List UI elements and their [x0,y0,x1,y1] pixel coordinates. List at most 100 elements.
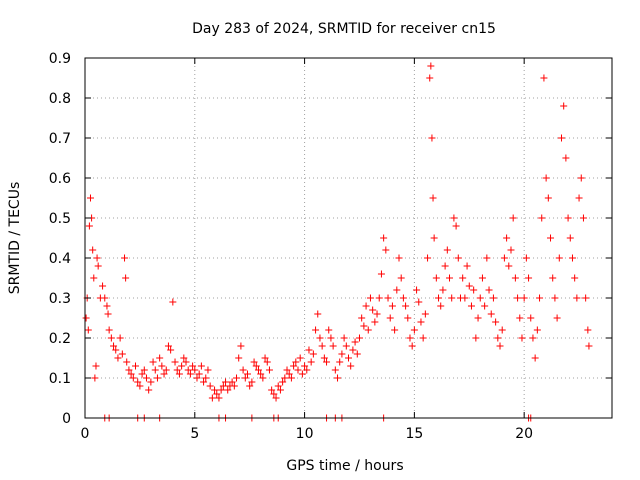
data-point [388,302,396,310]
data-point [167,346,175,354]
chart-title: Day 283 of 2024, SRMTID for receiver cn1… [192,21,496,37]
y-tick-label: 0.2 [49,331,71,347]
data-point [283,366,291,374]
data-point [406,334,414,342]
data-point [345,354,352,362]
data-point [358,314,366,322]
data-point [290,362,298,370]
data-point [327,334,335,342]
data-point [428,134,436,142]
data-point [257,370,265,378]
data-point [287,374,295,382]
data-point [329,342,337,350]
data-point [233,374,241,382]
data-point [553,314,561,322]
data-point [369,306,377,314]
data-point [92,362,100,370]
y-tick-label: 0.5 [49,211,71,227]
data-point [121,254,129,262]
data-point [421,310,429,318]
data-point [437,302,445,310]
x-tick-label: 20 [515,426,533,442]
data-point [427,62,435,70]
data-point [91,374,99,382]
data-point [492,318,500,326]
data-point [162,366,170,374]
data-point [347,362,355,370]
data-point [481,302,489,310]
y-tick-label: 0.9 [49,51,71,67]
data-point [472,334,480,342]
data-point [542,174,550,182]
data-point [540,74,548,82]
data-point [459,274,467,282]
data-point [105,326,113,334]
data-point [103,302,111,310]
data-point [296,354,304,362]
data-point [366,294,374,302]
data-point [230,382,238,390]
y-tick-label: 0.8 [49,91,71,107]
data-point [182,358,190,366]
data-point [204,366,212,374]
data-point [549,274,557,282]
data-point [118,350,126,358]
data-point [395,254,403,262]
data-point [281,374,289,382]
data-point [467,302,475,310]
data-point [189,362,197,370]
data-point [538,214,546,222]
y-tick-label: 0.1 [49,371,71,387]
data-point [254,366,262,374]
data-point [349,346,357,354]
y-axis-label: SRMTID / TECUs [7,182,23,295]
data-point [483,254,491,262]
data-point [202,374,210,382]
data-point [156,354,164,362]
data-point [316,334,324,342]
data-point [160,370,168,378]
x-axis-ticks: 0 5 10 15 20 [81,58,533,442]
data-point [525,274,533,282]
data-point [224,386,232,394]
data-point [110,342,118,350]
data-point [272,394,280,402]
data-point [145,386,153,394]
data-point [338,350,346,358]
y-tick-label: 0 [62,411,71,427]
data-point [93,254,101,262]
data-point [171,358,179,366]
data-point [373,310,381,318]
data-point [353,350,361,358]
data-point [340,334,348,342]
data-point [134,378,142,386]
data-point [184,366,192,374]
data-point [200,378,208,386]
data-point [507,246,515,254]
data-point [158,362,166,370]
data-point [566,234,574,242]
data-point [89,246,97,254]
data-point [573,294,581,302]
data-point [402,302,410,310]
y-tick-label: 0.3 [49,291,71,307]
data-point [331,366,339,374]
data-point [351,338,359,346]
data-point [419,334,427,342]
data-point [125,366,133,374]
data-point [132,362,140,370]
data-point [122,274,130,282]
data-point [518,334,526,342]
data-point [270,390,278,398]
data-point [169,298,177,306]
data-point [568,254,576,262]
data-point [551,294,559,302]
data-point [446,274,454,282]
data-point [386,314,394,322]
data-point [318,342,326,350]
data-point [516,314,524,322]
data-point [90,274,98,282]
data-point [527,314,535,322]
data-point [149,358,157,366]
data-point [195,370,203,378]
